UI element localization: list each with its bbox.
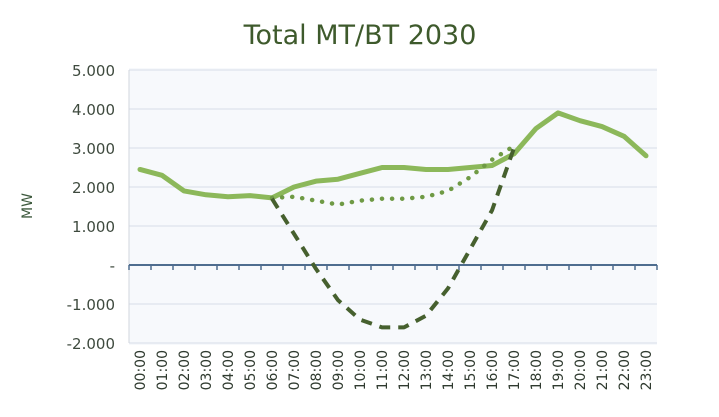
x-tick-label: 06:00 xyxy=(265,350,281,390)
x-tick-label: 10:00 xyxy=(353,350,369,390)
x-tick-label: 19:00 xyxy=(551,350,567,390)
x-tick-label: 04:00 xyxy=(221,350,237,390)
x-tick-label: 18:00 xyxy=(529,350,545,390)
y-tick-label: -2.000 xyxy=(67,335,115,353)
x-tick-label: 07:00 xyxy=(287,350,303,390)
x-tick-label: 01:00 xyxy=(155,350,171,390)
y-axis-label: MW xyxy=(20,193,36,219)
y-tick-label: 2.000 xyxy=(72,179,115,197)
y-tick-label: - xyxy=(110,257,115,275)
x-tick-label: 02:00 xyxy=(177,350,193,390)
x-tick-label: 12:00 xyxy=(397,350,413,390)
chart-title: Total MT/BT 2030 xyxy=(243,20,477,51)
x-tick-label: 08:00 xyxy=(309,350,325,390)
series-line-dashed xyxy=(270,147,516,330)
series-line-solid xyxy=(137,110,649,201)
x-tick-label: 20:00 xyxy=(573,350,589,390)
x-tick-label: 00:00 xyxy=(133,350,149,390)
x-tick-label: 14:00 xyxy=(441,350,457,390)
x-tick-label: 11:00 xyxy=(375,350,391,390)
x-tick-label: 23:00 xyxy=(639,350,655,390)
series-line-dotted xyxy=(269,143,517,207)
x-tick-label: 05:00 xyxy=(243,350,259,390)
y-tick-label: 4.000 xyxy=(72,101,115,119)
x-tick-label: 17:00 xyxy=(507,350,523,390)
y-tick-label: 3.000 xyxy=(72,140,115,158)
x-tick-label: 22:00 xyxy=(617,350,633,390)
x-tick-label: 03:00 xyxy=(199,350,215,390)
x-tick-label: 16:00 xyxy=(485,350,501,390)
x-tick-label: 21:00 xyxy=(595,350,611,390)
x-tick-label: 09:00 xyxy=(331,350,347,390)
y-tick-label: 5.000 xyxy=(72,62,115,80)
x-tick-label: 15:00 xyxy=(463,350,479,390)
x-tick-label: 13:00 xyxy=(419,350,435,390)
y-tick-label: 1.000 xyxy=(72,218,115,236)
y-tick-label: -1.000 xyxy=(67,296,115,314)
